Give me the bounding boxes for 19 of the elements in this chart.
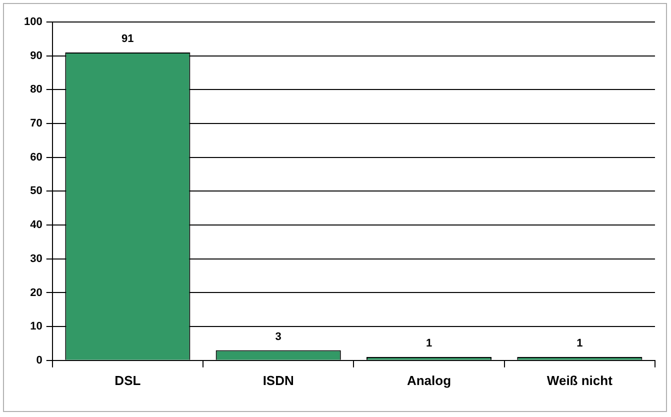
x-tick-label: Analog	[406, 372, 452, 388]
data-label: 1	[426, 338, 432, 350]
y-tick-label: 70	[30, 118, 42, 130]
y-tick-label: 20	[30, 286, 42, 299]
y-tick-label: 50	[30, 185, 42, 198]
y-tick-label: 0	[36, 354, 42, 366]
y-tick-label: 90	[30, 50, 42, 62]
y-tick-label: 10	[30, 320, 42, 333]
y-tick-label: 40	[30, 219, 42, 232]
x-tick-label: ISDN	[262, 372, 294, 388]
y-tick-label: 100	[24, 16, 42, 28]
y-tick-label: 30	[30, 252, 42, 265]
data-label: 1	[576, 338, 583, 350]
x-tick-label: Weiß nicht	[546, 372, 614, 388]
data-label: 91	[122, 32, 134, 45]
x-tick-label: DSL	[114, 372, 141, 388]
y-tick-label: 60	[30, 151, 42, 164]
y-tick-label: 80	[30, 84, 42, 96]
data-label: 3	[275, 330, 282, 343]
